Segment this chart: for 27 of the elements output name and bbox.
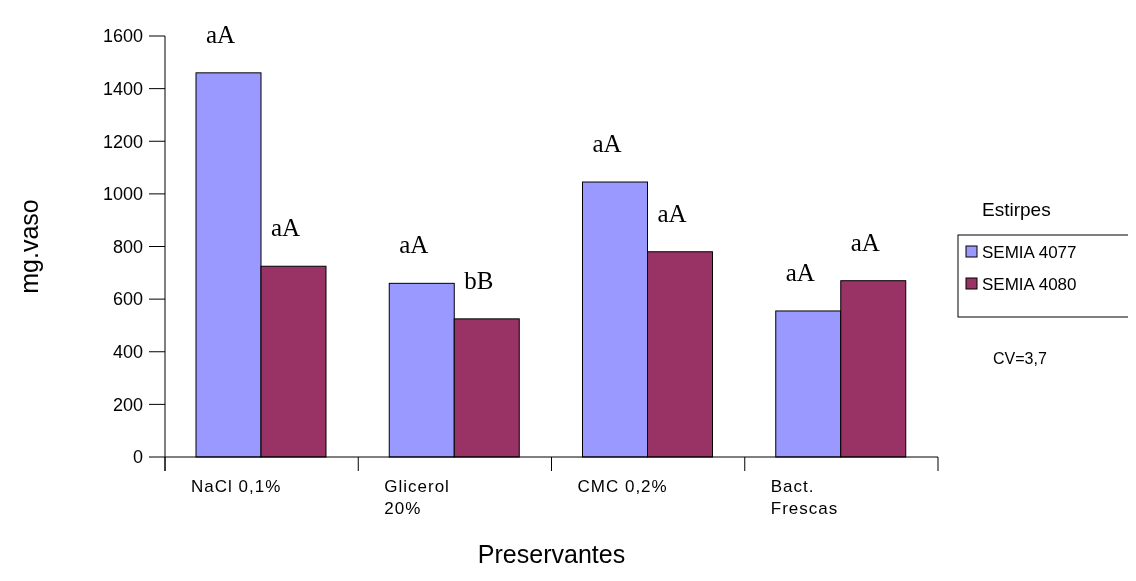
legend-label: SEMIA 4080 xyxy=(982,274,1077,294)
y-tick-label: 1400 xyxy=(102,78,143,99)
y-tick-label: 600 xyxy=(112,289,143,310)
y-tick-label: 1000 xyxy=(102,184,143,205)
legend-label: SEMIA 4077 xyxy=(982,242,1077,262)
y-tick-label: 200 xyxy=(112,394,143,415)
y-tick-label: 1600 xyxy=(102,26,143,47)
annotation: aA xyxy=(850,228,880,256)
y-tick-label: 800 xyxy=(112,236,143,257)
y-tick-label: 400 xyxy=(112,342,143,363)
annotation: bB xyxy=(464,266,494,294)
y-tick-label: 1200 xyxy=(102,131,143,152)
y-axis-title: mg.vaso xyxy=(15,199,43,294)
legend-title: Estirpes xyxy=(982,199,1051,220)
x-tick-label: CMC 0,2% xyxy=(577,477,668,496)
annotation: aA xyxy=(785,258,815,286)
y-tick-label: 0 xyxy=(132,447,143,468)
x-axis-title: Preservantes xyxy=(477,540,626,568)
x-tick-label: NaCl 0,1% xyxy=(191,477,282,496)
annotation: aA xyxy=(270,214,301,242)
annotation: aA xyxy=(592,130,622,158)
x-tick-label: Bact. Frescas xyxy=(770,477,839,518)
text: CV=3,7 xyxy=(993,350,1047,367)
annotation: aA xyxy=(205,20,236,48)
x-tick-label: Glicerol 20% xyxy=(384,477,450,518)
annotation: aA xyxy=(657,199,687,227)
annotation: aA xyxy=(399,231,429,259)
